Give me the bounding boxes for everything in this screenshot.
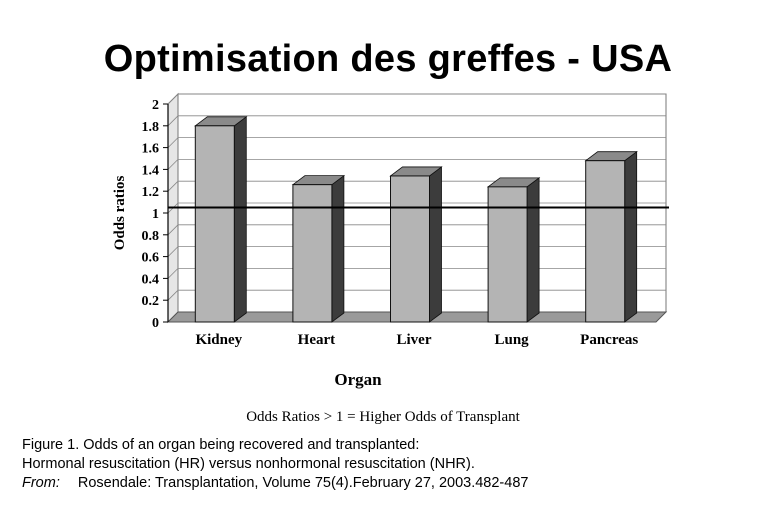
- bar-pancreas: [584, 150, 638, 323]
- bar-front: [292, 184, 333, 323]
- y-tick-label: 0.6: [142, 251, 160, 266]
- gridline-side: [167, 224, 179, 236]
- x-tick-label: Liver: [397, 332, 432, 348]
- gridline-side: [167, 93, 179, 105]
- y-axis-label: Odds ratios: [112, 176, 128, 251]
- gridline-side: [167, 137, 179, 148]
- y-tick-label: 1.6: [142, 142, 160, 157]
- y-tick-label: 0: [152, 316, 159, 331]
- bar-side: [526, 177, 540, 323]
- bar-side: [233, 116, 247, 323]
- caption-line-2: Hormonal resuscitation (HR) versus nonho…: [22, 456, 475, 472]
- caption-source-line: From: Rosendale: Transplantation, Volume …: [22, 474, 762, 493]
- x-tick-label: Pancreas: [580, 332, 638, 348]
- chart-note: Odds Ratios > 1 = Higher Odds of Transpl…: [246, 409, 520, 425]
- y-tick-label: 1.2: [142, 185, 160, 200]
- caption-from-label: From:: [22, 475, 60, 491]
- x-tick-label: Kidney: [195, 332, 242, 348]
- caption-line-1: Figure 1. Odds of an organ being recover…: [22, 437, 420, 453]
- bar-side: [429, 166, 442, 323]
- bar-front: [194, 125, 235, 323]
- bar-front: [487, 186, 528, 323]
- x-tick-label: Lung: [494, 332, 529, 348]
- bar-heart: [291, 174, 346, 323]
- bar-front: [585, 160, 626, 323]
- slide-title: Optimisation des greffes - USA: [103, 38, 673, 80]
- x-tick-label: Heart: [298, 332, 335, 348]
- bar-front: [390, 175, 430, 323]
- y-tick-label: 1: [152, 207, 159, 222]
- y-tick-label: 0.8: [142, 229, 160, 244]
- gridline-side: [167, 246, 179, 257]
- gridline-side: [167, 159, 179, 170]
- y-tick-label: 0.2: [142, 294, 160, 309]
- gridline-side: [167, 289, 179, 301]
- gridline-side: [167, 180, 179, 192]
- y-tick-label: 1.8: [142, 120, 160, 135]
- bar-side: [624, 150, 638, 323]
- x-axis-label: Organ: [334, 370, 382, 389]
- bar-chart: 0 0.2 0.4 0.6 0.8 1 1.2 1.4 1.6 1.8 2 Odds ratios Ki…: [112, 92, 669, 425]
- caption-source: Rosendale: Transplantation, Volume 75(4)…: [77, 475, 529, 491]
- y-tick-label: 1.4: [142, 163, 160, 178]
- bar-side: [331, 174, 345, 323]
- figure-caption: Figure 1. Odds of an organ being recover…: [22, 436, 762, 493]
- bar-liver: [389, 166, 443, 323]
- y-tick-label: 2: [152, 98, 159, 113]
- y-tick-label: 0.4: [142, 272, 160, 287]
- bar-kidney: [194, 116, 248, 323]
- gridline-side: [167, 115, 179, 127]
- bar-lung: [486, 177, 541, 323]
- gridline-side: [167, 268, 179, 279]
